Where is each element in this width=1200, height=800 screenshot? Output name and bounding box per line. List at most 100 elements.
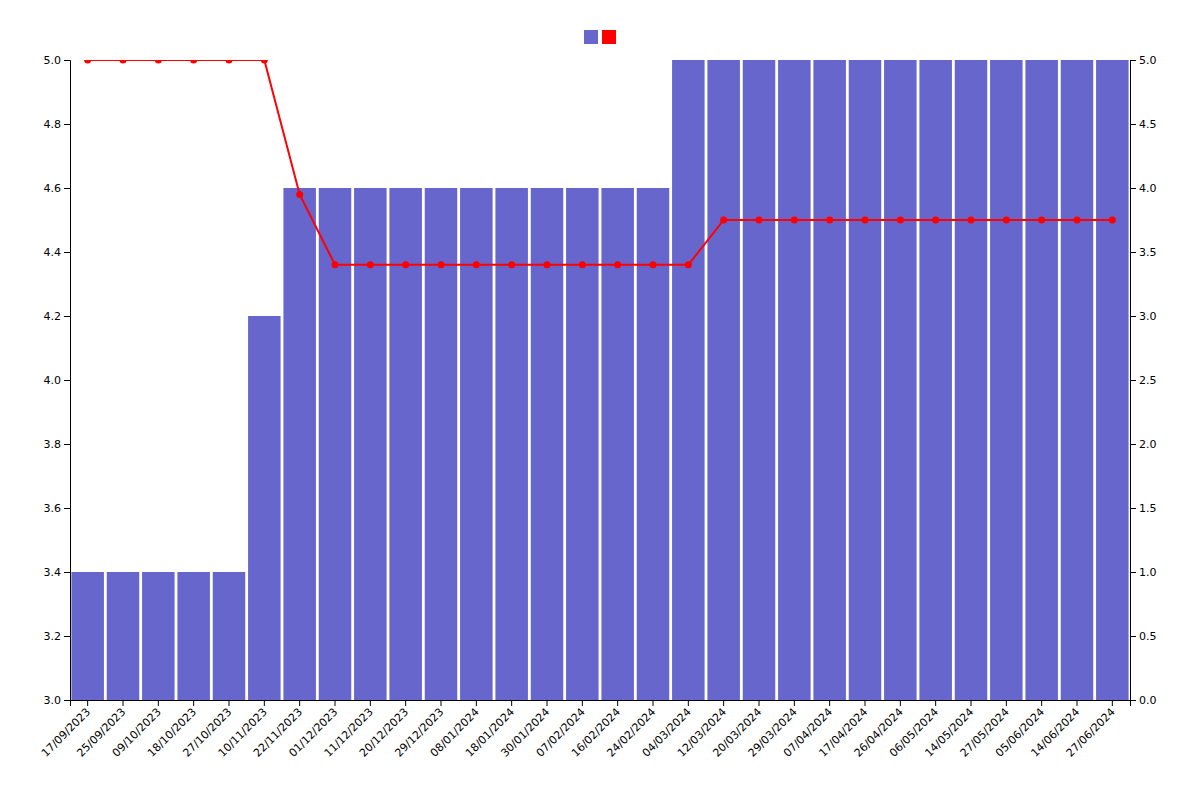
y-axis-tick: 5.0	[44, 54, 71, 67]
x-axis-tick-mark	[370, 700, 371, 706]
line-series	[84, 60, 1116, 268]
x-axis-tick-mark	[193, 700, 194, 706]
y2-axis-tick-mark	[1130, 636, 1136, 637]
x-axis-tick-mark	[405, 700, 406, 706]
y2-axis-tick-mark	[1130, 60, 1136, 61]
legend	[584, 30, 616, 44]
y-axis-tick-mark	[64, 316, 70, 317]
x-axis-tick-mark	[1112, 700, 1113, 706]
x-axis-tick-mark	[476, 700, 477, 706]
bar	[177, 572, 210, 700]
bar	[71, 572, 104, 700]
line-marker	[438, 261, 445, 268]
y-axis-line	[64, 61, 71, 701]
bar	[1025, 60, 1058, 700]
line-marker	[1003, 217, 1010, 224]
bar	[248, 316, 281, 700]
y-axis-tick-mark	[64, 636, 70, 637]
x-axis-tick-mark	[971, 700, 972, 706]
line	[88, 60, 1113, 265]
y-axis-tick: 4.4	[44, 246, 71, 259]
y2-axis-tick: 1.0	[1130, 566, 1157, 579]
y-axis-tick-label: 3.6	[44, 502, 62, 515]
y-axis-tick-label: 4.0	[44, 374, 62, 387]
x-axis-tick-mark	[829, 700, 830, 706]
y2-axis-tick: 3.0	[1130, 310, 1157, 323]
x-axis-tick-mark	[335, 700, 336, 706]
y-axis-tick-mark	[64, 700, 70, 701]
line-marker	[932, 217, 939, 224]
y2-axis-tick-label: 1.0	[1139, 566, 1157, 579]
y-axis-tick-mark	[64, 252, 70, 253]
line-marker	[579, 261, 586, 268]
line-marker	[508, 261, 515, 268]
line-marker	[826, 217, 833, 224]
line-marker	[614, 261, 621, 268]
y2-axis-tick: 3.5	[1130, 246, 1157, 259]
y-axis-tick-mark	[64, 508, 70, 509]
y2-axis-tick: 2.0	[1130, 438, 1157, 451]
bar	[955, 60, 988, 700]
y2-axis-tick: 0.5	[1130, 630, 1157, 643]
y2-axis-tick: 2.5	[1130, 374, 1157, 387]
line-marker	[473, 261, 480, 268]
x-axis-line	[71, 701, 1131, 707]
y2-axis-tick-label: 2.5	[1139, 374, 1157, 387]
legend-swatch	[602, 30, 616, 44]
y2-axis-tick-label: 3.0	[1139, 310, 1157, 323]
line-marker	[756, 217, 763, 224]
line-marker	[367, 261, 374, 268]
y2-axis-tick-label: 4.5	[1139, 118, 1157, 131]
x-axis-tick-label: 27/06/2024	[1064, 706, 1118, 760]
y2-axis-tick: 0.0	[1130, 694, 1157, 707]
y-axis-tick-label: 4.6	[44, 182, 62, 195]
plot: 17/09/202325/09/202309/10/202318/10/2023…	[39, 54, 1156, 760]
y2-axis-tick: 4.5	[1130, 118, 1157, 131]
y-axis-tick-mark	[64, 572, 70, 573]
y2-axis-tick: 4.0	[1130, 182, 1157, 195]
bar	[107, 572, 140, 700]
y-axis-tick: 4.0	[44, 374, 71, 387]
bar	[1061, 60, 1094, 700]
line-marker	[84, 60, 91, 64]
bar	[884, 60, 917, 700]
line-marker	[1109, 217, 1116, 224]
y-axis-tick: 4.8	[44, 118, 71, 131]
x-axis-tick-mark	[229, 700, 230, 706]
x-axis-tick-mark	[759, 700, 760, 706]
line-marker	[1038, 217, 1045, 224]
line-marker	[190, 60, 197, 64]
y2-axis-tick-mark	[1130, 252, 1136, 253]
line-marker	[791, 217, 798, 224]
bar	[142, 572, 175, 700]
y2-axis-tick-mark	[1130, 188, 1136, 189]
y2-axis-tick-label: 1.5	[1139, 502, 1157, 515]
bar	[919, 60, 952, 700]
bar	[813, 60, 846, 700]
line-marker	[862, 217, 869, 224]
x-axis-tick-mark	[87, 700, 88, 706]
y-axis-tick-mark	[64, 380, 70, 381]
bar	[707, 60, 740, 700]
y-axis-tick-label: 4.8	[44, 118, 62, 131]
x-axis-tick-mark	[1077, 700, 1078, 706]
y-axis-tick-mark	[64, 188, 70, 189]
y-axis-tick-label: 3.0	[44, 694, 62, 707]
y-axis-tick: 4.6	[44, 182, 71, 195]
x-axis-tick-mark	[935, 700, 936, 706]
bar	[849, 60, 882, 700]
y-axis-tick-label: 3.8	[44, 438, 62, 451]
x-axis-tick-mark	[582, 700, 583, 706]
y-axis-tick-label: 4.4	[44, 246, 62, 259]
bar	[990, 60, 1023, 700]
x-axis-tick-mark	[653, 700, 654, 706]
y2-axis-tick-mark	[1130, 700, 1136, 701]
y2-axis-tick-mark	[1130, 572, 1136, 573]
y-axis-tick: 4.2	[44, 310, 71, 323]
y2-axis-tick-label: 0.0	[1139, 694, 1157, 707]
line-marker	[226, 60, 233, 64]
y2-axis-tick-label: 2.0	[1139, 438, 1157, 451]
y2-axis-tick-label: 3.5	[1139, 246, 1157, 259]
line-marker	[1074, 217, 1081, 224]
y-axis: 3.03.23.43.63.84.04.24.44.64.85.0	[44, 54, 71, 707]
